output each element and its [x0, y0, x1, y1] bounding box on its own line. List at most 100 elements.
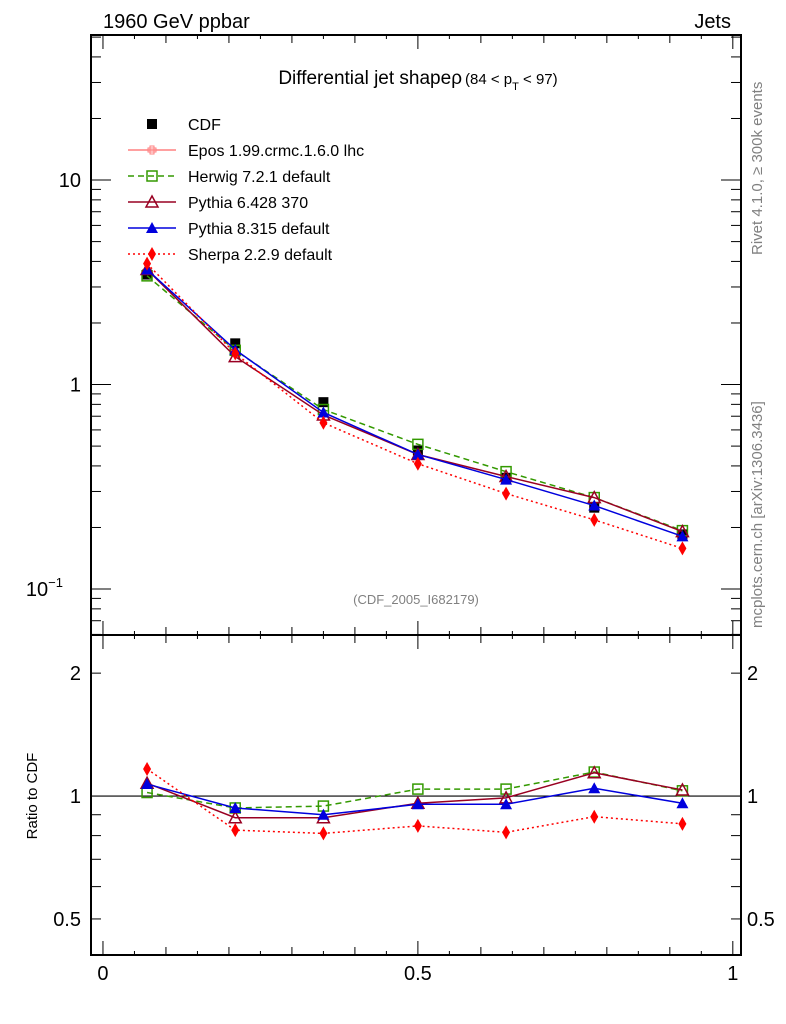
main-ytick-label-exp: −1 [48, 575, 63, 590]
main-ytick-label-base: 10 [59, 170, 81, 192]
legend-label: Pythia 6.428 370 [188, 195, 308, 212]
series-line [146, 275, 683, 532]
main-ytick-label: 10 [59, 170, 81, 192]
legend-label: CDF [188, 117, 221, 134]
series-line [146, 269, 683, 533]
data-point [227, 810, 243, 824]
data-point [143, 761, 152, 776]
ratio-xtick-label: 0.5 [404, 963, 432, 985]
data-point [231, 823, 240, 838]
legend-entry: Epos 1.99.crmc.1.6.0 lhc [128, 143, 364, 160]
data-point [229, 801, 242, 813]
series-line [146, 263, 683, 550]
main-series-sherpa-2-2-9-default [143, 256, 687, 556]
legend-marker-v [149, 145, 155, 155]
data-point [319, 826, 328, 841]
ratio-ytick-label-right: 0.5 [747, 909, 775, 931]
data-point [676, 797, 689, 809]
legend-entry: Sherpa 2.2.9 default [128, 247, 333, 264]
data-point [412, 783, 424, 795]
data-point [413, 818, 422, 833]
legend-marker [147, 119, 157, 129]
data-point [502, 486, 511, 501]
data-point [141, 778, 154, 790]
ratio-ytick-label-right: 1 [747, 786, 758, 808]
data-point [317, 406, 330, 418]
ratio-xtick-label: 0 [97, 963, 108, 985]
data-point [676, 785, 689, 797]
data-point [676, 530, 689, 542]
mcplots-label: mcplots.cern.ch [arXiv:1306.3436] [749, 401, 766, 628]
legend-entry: Pythia 6.428 370 [128, 194, 308, 212]
legend-marker [147, 145, 157, 155]
ratio-ytick-label-base: 0.5 [53, 909, 81, 931]
main-series-pythia-6-428-370 [139, 261, 690, 538]
ratio-panel: 2 2 1 1 0.5 0.5 0 0.5 1 [53, 634, 775, 985]
series-line [146, 768, 683, 835]
legend-entry: CDF [147, 117, 221, 134]
data-point [231, 346, 240, 361]
data-point [500, 473, 513, 485]
ratio-ytick-label: 2 [70, 663, 81, 685]
data-point [675, 782, 690, 796]
main-series-herwig-7-2-1-default [141, 270, 689, 537]
legend-marker [146, 170, 158, 182]
ratio-ytick-label-base: 2 [70, 663, 81, 685]
main-series-pythia-8-315-default [141, 263, 689, 542]
data-point [678, 541, 687, 556]
data-point [411, 798, 424, 810]
data-point [588, 499, 601, 511]
ratio-ytick-label: 0.5 [53, 909, 81, 931]
legend-marker [148, 247, 156, 261]
data-point [227, 349, 243, 363]
ratio-ytick-label-base: 1 [70, 786, 81, 808]
data-point [319, 415, 328, 430]
data-point [413, 456, 422, 471]
rivet-version-label: Rivet 4.1.0, ≥ 300k events [749, 82, 766, 255]
data-point [143, 256, 152, 271]
data-point [586, 765, 602, 779]
ratio-xtick-label: 1 [727, 963, 738, 985]
series-line [146, 771, 683, 809]
main-series-cdf [142, 269, 688, 540]
legend-marker [146, 222, 158, 233]
legend-entry: Herwig 7.2.1 default [128, 169, 331, 186]
series-line [146, 772, 683, 819]
legend-label: Herwig 7.2.1 default [188, 169, 331, 186]
data-point [318, 397, 329, 408]
data-point [500, 798, 513, 810]
main-ytick-label: 1 [70, 375, 81, 397]
ratio-ytick-label: 1 [70, 786, 81, 808]
data-point [411, 448, 424, 460]
header-right: Jets [694, 11, 731, 33]
legend: CDF Epos 1.99.crmc.1.6.0 lhc Herwig 7.2.1 … [128, 117, 364, 264]
main-ytick-label-base: 10 [26, 579, 48, 601]
ratio-frame [90, 634, 742, 956]
legend-marker-h [147, 147, 157, 153]
data-point [500, 783, 512, 795]
main-title: Differential jet shapeρ (84 < pT < 97) [278, 68, 557, 93]
data-point [590, 512, 599, 527]
data-point [590, 809, 599, 824]
legend-label: Sherpa 2.2.9 default [188, 247, 333, 264]
ratio-ylabel: Ratio to CDF [24, 753, 41, 840]
data-point [678, 816, 687, 831]
series-line [146, 268, 683, 538]
ratio-ytick-label-right: 2 [747, 663, 758, 685]
data-point [317, 808, 330, 820]
main-ytick-label-base: 1 [70, 375, 81, 397]
legend-label: Pythia 8.315 default [188, 221, 330, 238]
series-line [146, 783, 683, 816]
ratio-series-pythia-8-315-default [141, 778, 689, 820]
data-point [230, 338, 241, 349]
header-left: 1960 GeV ppbar [103, 11, 250, 33]
main-ytick-label: 10−1 [26, 575, 63, 601]
ratio-series-sherpa-2-2-9-default [143, 761, 687, 841]
legend-entry: Pythia 8.315 default [128, 221, 330, 238]
legend-marker [144, 194, 160, 208]
data-point [588, 782, 601, 794]
data-point [502, 825, 511, 840]
analysis-watermark: (CDF_2005_I682179) [353, 592, 479, 607]
